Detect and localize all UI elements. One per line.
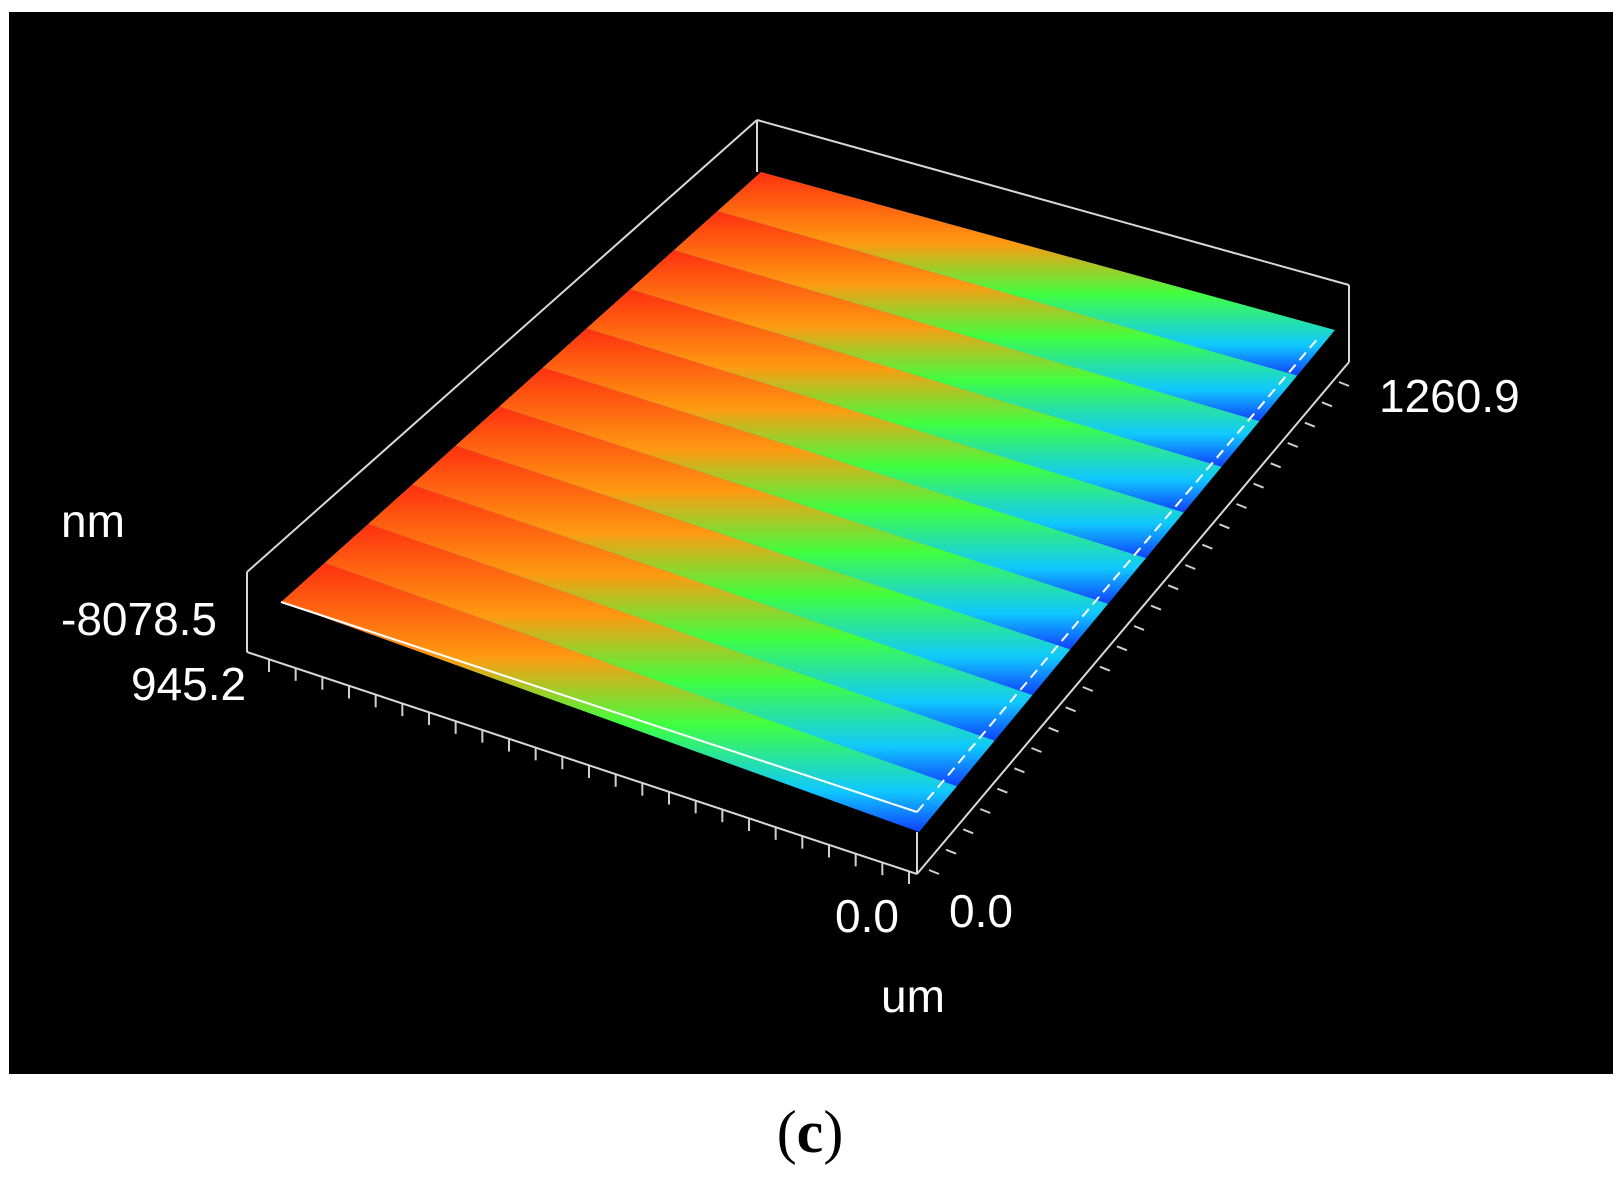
tick-mark bbox=[1082, 686, 1094, 692]
tick-mark bbox=[1338, 381, 1350, 387]
ridge-band bbox=[586, 289, 1222, 513]
ridge-band bbox=[324, 523, 995, 787]
tick-mark bbox=[1014, 767, 1025, 774]
tick-mark bbox=[1253, 482, 1264, 489]
surface-ridges bbox=[281, 172, 1335, 832]
tick-mark bbox=[1167, 584, 1179, 591]
tick-mark bbox=[1304, 421, 1316, 428]
x-max-label: 1260.9 bbox=[1379, 370, 1520, 422]
tick-mark bbox=[996, 787, 1008, 794]
tick-mark bbox=[1031, 747, 1042, 753]
tick-mark bbox=[1184, 564, 1196, 570]
tick-mark bbox=[1270, 462, 1282, 469]
ridge-band bbox=[673, 211, 1298, 422]
surface-svg: nm -8078.5 945.2 1260.9 0.0 0.0 um bbox=[61, 119, 1520, 1022]
tick-mark bbox=[979, 808, 991, 814]
surface bbox=[281, 172, 1335, 832]
afm-3d-surface-plot: nm -8078.5 945.2 1260.9 0.0 0.0 um bbox=[9, 12, 1613, 1074]
tick-mark bbox=[1321, 401, 1333, 408]
xy-unit-label: um bbox=[881, 970, 945, 1022]
caption-open-paren: ( bbox=[776, 1099, 797, 1165]
tick-mark bbox=[1099, 665, 1111, 672]
ridge-band bbox=[411, 445, 1071, 696]
tick-mark bbox=[1133, 625, 1145, 631]
caption-close-paren: ) bbox=[823, 1099, 844, 1165]
bounding-box-frame bbox=[246, 119, 1350, 875]
z-min-label: 945.2 bbox=[131, 658, 246, 710]
tick-mark bbox=[1236, 503, 1247, 509]
tick-mark bbox=[1287, 442, 1299, 448]
tick-mark bbox=[1048, 726, 1059, 733]
x-origin-label: 0.0 bbox=[835, 890, 899, 942]
z-unit-label: nm bbox=[61, 495, 125, 547]
ridge-band bbox=[455, 406, 1109, 650]
tick-mark bbox=[1116, 645, 1128, 652]
tick-mark bbox=[1201, 543, 1213, 550]
tick-mark bbox=[945, 848, 957, 855]
caption-letter: c bbox=[796, 1099, 824, 1165]
tick-mark bbox=[928, 869, 940, 875]
z-max-label: -8078.5 bbox=[61, 593, 217, 645]
figure-caption: (c) bbox=[0, 1098, 1620, 1167]
ridge-band bbox=[281, 562, 957, 832]
ridge-band bbox=[499, 367, 1146, 604]
tick-mark bbox=[1065, 706, 1077, 713]
ridge-band bbox=[368, 484, 1033, 741]
axis-ticks bbox=[268, 381, 1350, 884]
tick-mark bbox=[1219, 523, 1230, 530]
y-origin-label: 0.0 bbox=[949, 885, 1013, 937]
tick-mark bbox=[962, 828, 974, 835]
ridge-band bbox=[542, 328, 1184, 559]
ridge-band bbox=[717, 172, 1335, 376]
ridge-band bbox=[630, 250, 1260, 467]
tick-mark bbox=[1150, 604, 1162, 611]
